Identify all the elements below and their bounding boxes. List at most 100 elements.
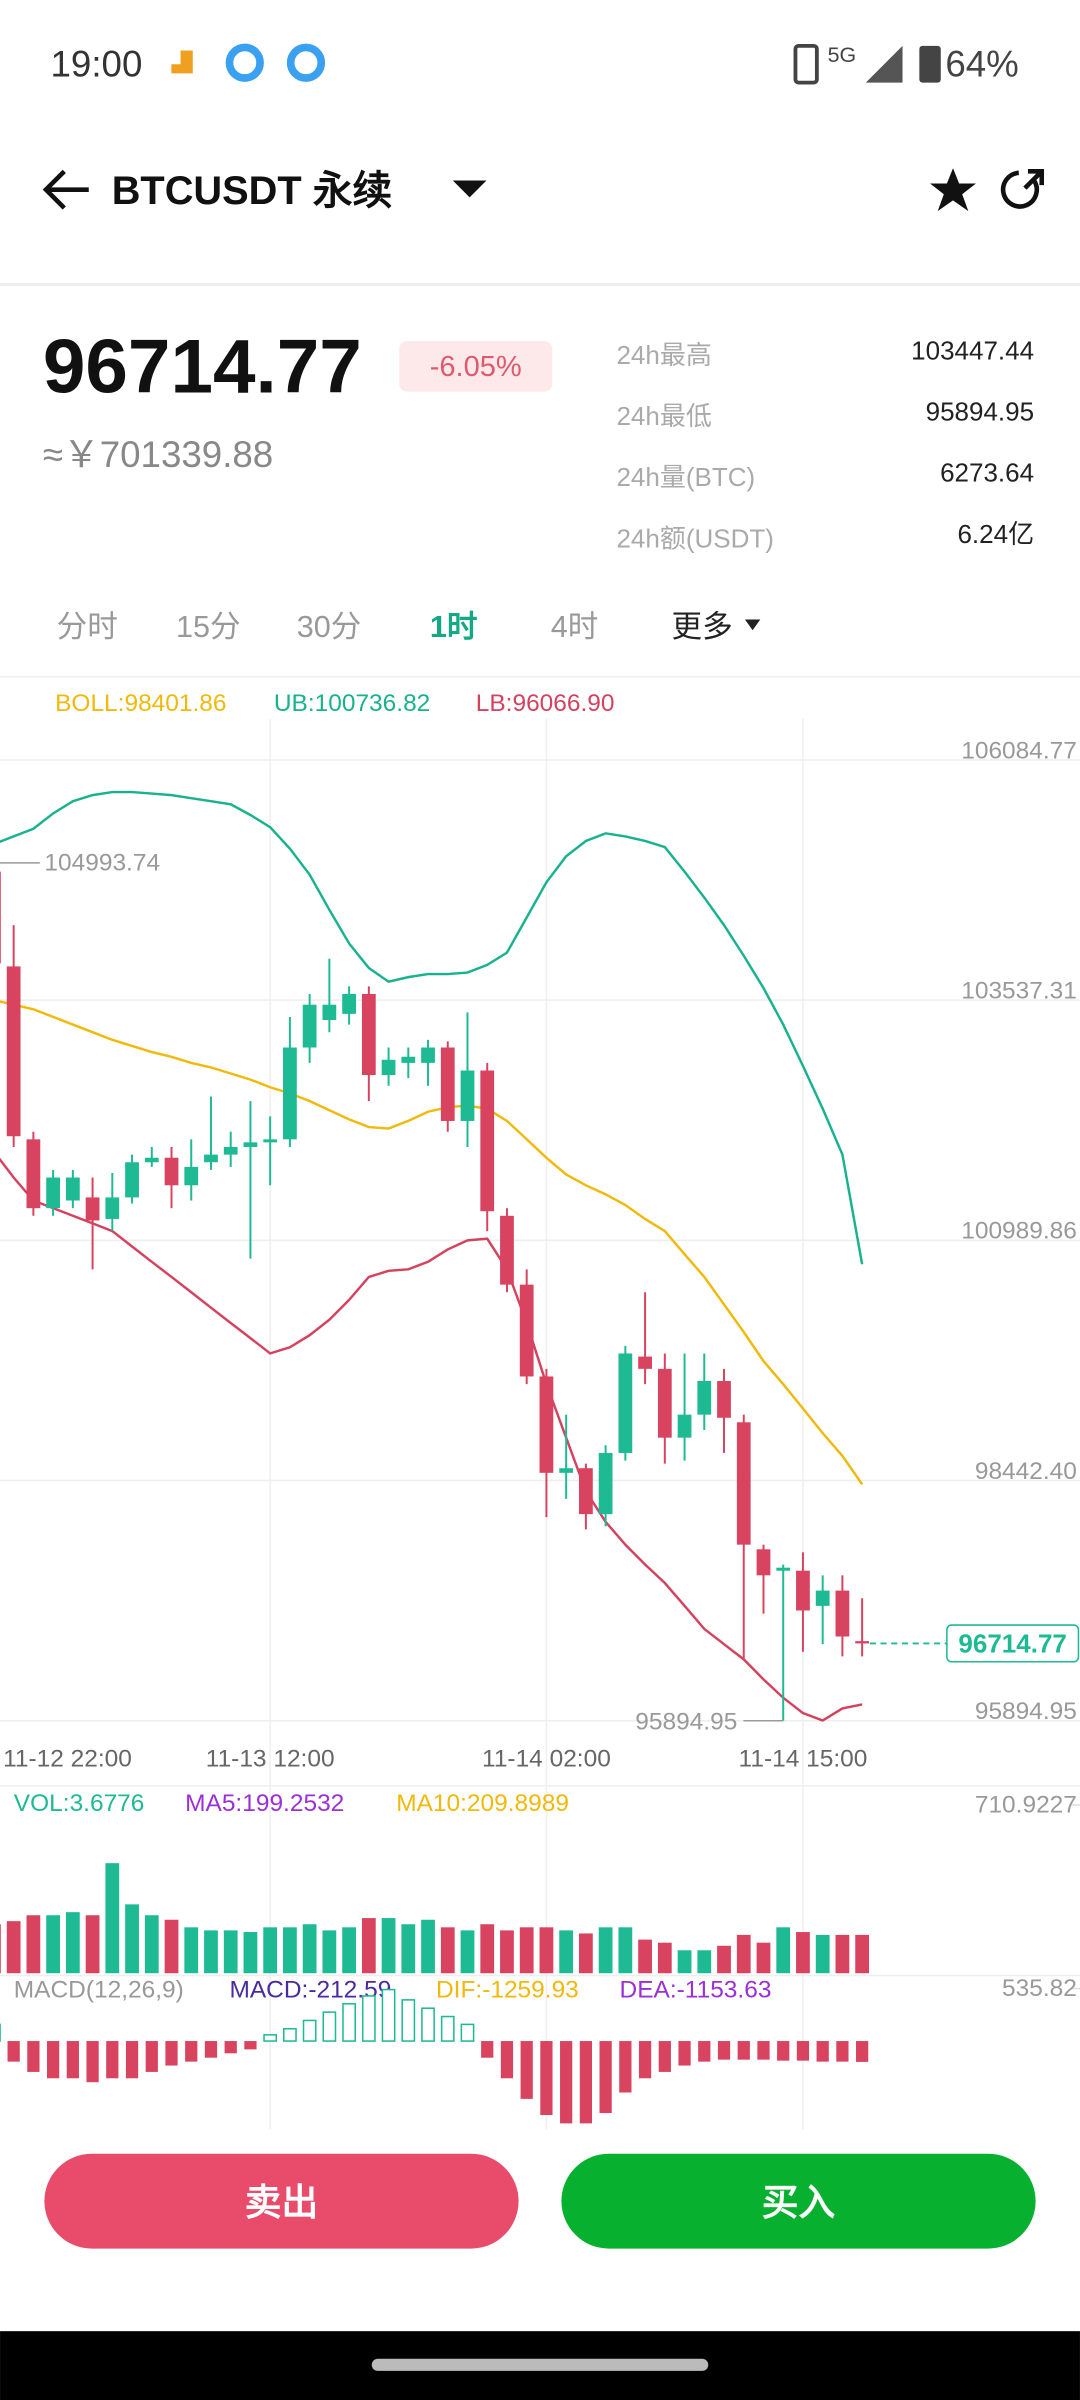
- volume-indicator-label: VOL:3.6776: [14, 1790, 145, 1817]
- macd-bar: [717, 2041, 731, 2060]
- candle-body: [361, 993, 376, 1076]
- candle-body: [618, 1353, 633, 1453]
- x-tick-label: 11-14 15:00: [739, 1746, 868, 1773]
- indicator-label: LB:96066.90: [476, 690, 615, 717]
- volume-bar: [638, 1939, 652, 1974]
- volume-bar: [283, 1927, 297, 1974]
- y-tick-label: 103537.31: [961, 977, 1077, 1004]
- volume-bar: [500, 1930, 514, 1974]
- buy-button[interactable]: [561, 2153, 1036, 2249]
- volume-bar: [539, 1927, 554, 1974]
- volume-bar: [6, 1921, 21, 1974]
- macd-bar: [342, 2003, 356, 2042]
- volume-bar: [144, 1915, 159, 1974]
- macd-indicator-label: DEA:-1153.63: [620, 1977, 772, 2004]
- candle-body: [677, 1414, 692, 1438]
- volume-bar: [401, 1924, 416, 1974]
- network-label: 5G: [828, 43, 857, 67]
- volume-bar: [697, 1950, 712, 1974]
- volume-bar: [0, 1924, 1, 1974]
- macd-bar: [777, 2041, 790, 2061]
- candle-body: [204, 1154, 218, 1163]
- volume-bar: [223, 1930, 238, 1974]
- interval-tab[interactable]: 1时: [430, 610, 478, 644]
- y-tick-label: 95894.95: [975, 1698, 1077, 1725]
- share-button[interactable]: [1000, 169, 1045, 209]
- macd-bar: [796, 2041, 810, 2061]
- battery-label: 64%: [945, 44, 1018, 85]
- candle-body: [697, 1380, 712, 1415]
- candle-body: [243, 1142, 258, 1147]
- volume-bar: [618, 1927, 633, 1974]
- indicator-line: [0, 790, 864, 1265]
- candle-body: [519, 1284, 534, 1377]
- candle-body: [223, 1146, 238, 1155]
- volume-bar: [85, 1915, 100, 1974]
- interval-tab[interactable]: 4时: [551, 610, 599, 644]
- stat-value: 103447.44: [911, 335, 1034, 365]
- symbol-dropdown[interactable]: [452, 180, 487, 198]
- macd-bar: [816, 2041, 829, 2062]
- macd-bar: [520, 2041, 533, 2099]
- volume-indicator-label: MA10:209.8989: [396, 1790, 569, 1817]
- macd-bar: [145, 2041, 158, 2072]
- interval-tab[interactable]: 更多: [672, 610, 733, 644]
- back-button[interactable]: [42, 169, 89, 210]
- candle-body: [500, 1215, 514, 1285]
- volume-bar: [263, 1927, 278, 1974]
- candle-body: [421, 1047, 435, 1063]
- change-pill: [399, 341, 553, 392]
- macd-bar: [322, 2011, 337, 2042]
- divider: [0, 1974, 1080, 1977]
- divider: [0, 282, 1080, 287]
- candle-body: [381, 1059, 396, 1076]
- candle-body: [480, 1070, 495, 1212]
- stat-label: 24h最低: [616, 401, 711, 431]
- interval-tab[interactable]: 15分: [176, 610, 241, 644]
- volume-bar: [322, 1930, 337, 1974]
- volume-bar: [835, 1934, 850, 1974]
- macd-bar: [836, 2041, 849, 2062]
- macd-bar: [856, 2041, 869, 2062]
- candle-body: [736, 1422, 751, 1545]
- macd-bar: [27, 2041, 40, 2072]
- volume-bar: [460, 1930, 475, 1974]
- macd-bar: [757, 2041, 770, 2060]
- candle-body: [460, 1070, 475, 1121]
- interval-tab[interactable]: 分时: [57, 610, 118, 644]
- y-tick-label: 106084.77: [961, 737, 1077, 764]
- volume-bar: [717, 1945, 731, 1974]
- candle-body: [579, 1468, 593, 1515]
- status-icons: [171, 43, 941, 85]
- candle-body: [322, 1004, 337, 1020]
- candle-body: [598, 1452, 613, 1515]
- home-indicator[interactable]: [371, 2358, 709, 2371]
- candle-body: [657, 1368, 672, 1438]
- macd-bar: [381, 1988, 396, 2042]
- candle-body: [164, 1157, 179, 1186]
- macd-bar: [185, 2041, 198, 2062]
- volume-bar: [657, 1942, 672, 1974]
- volume-bar: [421, 1919, 435, 1974]
- volume-bar: [559, 1930, 574, 1974]
- candle-body: [263, 1139, 278, 1143]
- x-tick-label: 11-14 02:00: [482, 1746, 611, 1773]
- favorite-button[interactable]: [930, 168, 976, 212]
- low-label: 95894.95: [635, 1709, 737, 1736]
- y-tick-label: 98442.40: [975, 1458, 1077, 1485]
- more-dropdown[interactable]: [744, 619, 761, 631]
- candle-body: [283, 1047, 297, 1140]
- indicator-line: [0, 1000, 864, 1486]
- candle-body: [184, 1166, 199, 1186]
- interval-tab[interactable]: 30分: [297, 610, 362, 644]
- symbol-title[interactable]: BTCUSDT 永续: [112, 169, 393, 213]
- volume-bar: [243, 1932, 258, 1974]
- candle-body: [105, 1197, 120, 1219]
- volume-bar: [302, 1924, 317, 1974]
- macd-bar: [7, 2041, 20, 2062]
- candle-body: [6, 966, 21, 1137]
- sell-button[interactable]: [44, 2153, 519, 2249]
- volume-bar: [65, 1912, 80, 1974]
- volume-bar: [736, 1934, 751, 1974]
